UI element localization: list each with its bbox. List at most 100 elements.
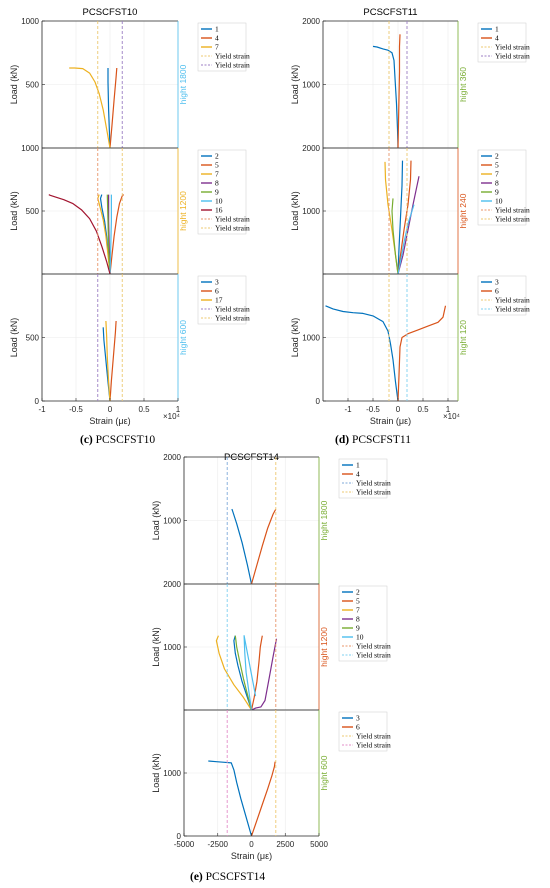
series-line-4 — [397, 34, 401, 149]
legend-entry: 3 — [495, 278, 499, 287]
legend-entry: 8 — [215, 179, 219, 188]
y-tick-label: 1000 — [21, 144, 39, 153]
series-line-10 — [397, 204, 415, 275]
series-line-3 — [325, 305, 399, 402]
series-line-2 — [397, 160, 404, 275]
legend-entry: 1 — [215, 25, 219, 34]
y-axis-label: Load (kN) — [9, 318, 19, 358]
y-axis-label: Load (kN) — [151, 501, 161, 541]
legend-entry: Yield strain — [495, 43, 530, 52]
x-tick-label: -1 — [344, 405, 352, 414]
y-tick-label: 1000 — [163, 517, 181, 526]
x-axis-label: Strain (με) — [370, 416, 411, 426]
panel-height-label: hight 1800 — [178, 64, 188, 104]
legend-entry: 10 — [215, 197, 223, 206]
x-tick-label: -0.5 — [366, 405, 380, 414]
y-tick-label: 2000 — [302, 144, 320, 153]
series-line-1 — [231, 508, 253, 585]
series-line-7 — [215, 635, 253, 711]
chart-title: PCSCFST10 — [83, 7, 138, 18]
legend-entry: 4 — [495, 34, 499, 43]
x-tick-label: -0.5 — [69, 405, 83, 414]
legend-entry: 5 — [495, 161, 499, 170]
legend-entry: Yield strain — [215, 61, 250, 70]
caption-d-name: PCSCFST11 — [349, 434, 411, 446]
y-tick-label: 500 — [26, 207, 40, 216]
legend-entry: 5 — [215, 161, 219, 170]
y-axis-label: Load (kN) — [151, 627, 161, 667]
y-tick-label: 1000 — [302, 207, 320, 216]
series-line-4 — [250, 508, 277, 585]
legend-entry: Yield strain — [215, 224, 250, 233]
legend-entry: 4 — [356, 470, 360, 479]
y-axis-label: Load (kN) — [9, 191, 19, 231]
x-tick-label: 0.5 — [138, 405, 150, 414]
y-tick-label: 0 — [316, 397, 321, 406]
y-tick-label: 1000 — [21, 17, 39, 26]
x-tick-label: -5000 — [174, 840, 195, 849]
legend-entry: 3 — [356, 714, 360, 723]
x-tick-label: 0 — [108, 405, 113, 414]
legend-entry: Yield strain — [356, 732, 391, 741]
legend-entry: Yield strain — [215, 305, 250, 314]
x-tick-label: 1 — [176, 405, 181, 414]
legend-entry: 10 — [356, 633, 364, 642]
legend-entry: 7 — [215, 170, 219, 179]
y-tick-label: 1000 — [302, 334, 320, 343]
legend-entry: 1 — [495, 25, 499, 34]
legend-entry: 9 — [215, 188, 219, 197]
caption-d-letter: (d) — [335, 434, 349, 446]
legend-box — [477, 149, 527, 226]
legend-entry: 17 — [215, 296, 223, 305]
x-tick-label: 5000 — [310, 840, 328, 849]
legend-entry: 6 — [215, 287, 219, 296]
legend-entry: 3 — [215, 278, 219, 287]
legend-entry: 7 — [495, 170, 499, 179]
x-axis-label: Strain (με) — [89, 416, 130, 426]
panel-height-label: hight 360 — [458, 67, 468, 102]
series-line-10 — [243, 635, 257, 711]
series-line-6 — [250, 761, 276, 837]
legend-entry: Yield strain — [215, 215, 250, 224]
y-axis-label: Load (kN) — [151, 753, 161, 793]
legend-entry: Yield strain — [495, 52, 530, 61]
y-tick-label: 1000 — [163, 769, 181, 778]
series-line-6 — [397, 305, 447, 402]
panel-height-label: hight 120 — [458, 320, 468, 355]
chart-title: PCSCFST11 — [363, 7, 417, 18]
series-line-9 — [106, 194, 111, 275]
series-line-2 — [233, 635, 253, 711]
series-line-6 — [109, 320, 117, 402]
legend-entry: 4 — [215, 34, 219, 43]
y-axis-label: Load (kN) — [9, 65, 19, 105]
x-axis-multiplier: ×10⁴ — [443, 412, 461, 421]
legend-entry: Yield strain — [495, 206, 530, 215]
caption-e: (e) PCSCFST14 — [190, 871, 265, 883]
y-tick-label: 2000 — [302, 17, 320, 26]
x-tick-label: 0 — [396, 405, 401, 414]
legend-entry: 9 — [356, 624, 360, 633]
caption-e-name: PCSCFST14 — [203, 871, 266, 883]
legend-entry: 1 — [356, 461, 360, 470]
caption-c: (c) PCSCFST10 — [80, 434, 155, 446]
legend-entry: Yield strain — [356, 488, 391, 497]
y-tick-label: 1000 — [302, 81, 320, 90]
x-tick-label: 0 — [249, 840, 254, 849]
panel-height-label: hight 1200 — [178, 191, 188, 231]
x-tick-label: 2500 — [276, 840, 294, 849]
series-line-4 — [109, 67, 118, 149]
series-line-5 — [109, 194, 125, 275]
y-axis-label: Load (kN) — [290, 191, 300, 231]
legend-entry: 7 — [215, 43, 219, 52]
